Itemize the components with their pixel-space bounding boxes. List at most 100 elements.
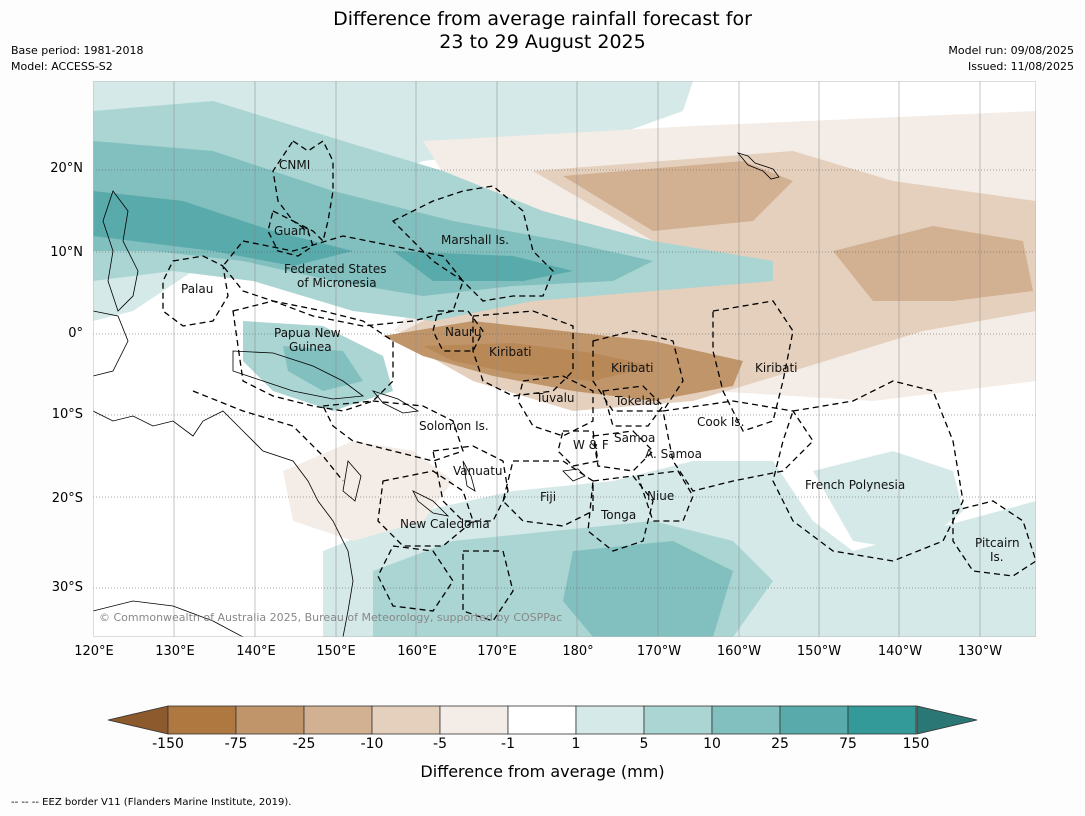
colorbar [107, 705, 978, 735]
lat-label: 30°S [51, 580, 83, 595]
map-frame [93, 81, 1036, 637]
dry-region-east-dark [563, 161, 793, 231]
dry-region-hawaii-east [833, 226, 1033, 301]
coastline-vanuatu [462, 460, 476, 492]
colorbar-tick: -150 [152, 736, 184, 752]
colorbar-bin [507, 705, 577, 735]
eez-tuvalu [517, 375, 594, 437]
title-line-1: Difference from average rainfall forecas… [333, 8, 752, 30]
lon-label: 130°E [155, 644, 195, 659]
lat-label: 20°N [50, 161, 83, 176]
colorbar-tick: 5 [639, 736, 649, 752]
label-marshall-islands: Marshall Is. [441, 233, 509, 247]
coastlines [93, 152, 780, 637]
eez-norfolk [377, 545, 454, 612]
colorbar-bin [575, 705, 645, 735]
colorbar-tick: -25 [292, 736, 316, 752]
lon-label: 170°W [636, 644, 682, 659]
colorbar-tick: -5 [433, 736, 447, 752]
eez-samoa [592, 430, 654, 472]
copyright-notice: © Commonwealth of Australia 2025, Bureau… [99, 611, 562, 624]
eez-kermadec [462, 550, 514, 622]
coastline-new-zealand-north [342, 460, 362, 502]
eez-french-polynesia [772, 380, 964, 562]
colorbar-tick: 150 [902, 736, 930, 752]
wet-region-png-core [283, 346, 363, 391]
eez-png [232, 300, 394, 412]
label-new-caledonia: New Caledonia [400, 517, 490, 531]
label-cook-islands: Cook Is. [697, 415, 744, 429]
label-tokelau: Tokelau [614, 394, 660, 408]
coastline-australia [93, 410, 354, 637]
colorbar-tick: -1 [501, 736, 515, 752]
place-labels: CNMI Guam Marshall Is. Federated States … [99, 158, 1020, 624]
graticule [93, 169, 1036, 589]
coastline-south-land [93, 600, 244, 637]
label-fsm-line2: of Micronesia [297, 276, 377, 290]
coastline-philippines [102, 190, 139, 312]
label-palau: Palau [181, 282, 213, 296]
coastline-fiji [562, 468, 586, 482]
lat-label: 10°S [51, 407, 83, 422]
label-pitcairn-line2: Is. [990, 550, 1004, 564]
colorbar-bin [167, 705, 237, 735]
colorbar-tick: 75 [839, 736, 857, 752]
label-wallis-futuna: W & F [573, 438, 609, 452]
colorbar-bin [847, 705, 917, 735]
coastline-hawaii [736, 152, 780, 180]
label-kiribati-west: Kiribati [489, 345, 531, 359]
label-tuvalu: Tuvalu [535, 391, 575, 405]
eez-wf [557, 430, 599, 467]
eez-footnote: -- -- -- EEZ border V11 (Flanders Marine… [11, 797, 292, 808]
lon-label: 170°E [477, 644, 517, 659]
eez-vanuatu [432, 445, 509, 522]
coastline-solomons [371, 390, 420, 414]
label-nauru: Nauru [445, 325, 481, 339]
label-guam: Guam [274, 224, 310, 238]
title-line-2: 23 to 29 August 2025 [439, 31, 646, 53]
eez-australia-east [192, 390, 344, 482]
lon-label: 150°E [316, 644, 356, 659]
label-american-samoa: A. Samoa [645, 447, 702, 461]
colorbar-extend-low [107, 705, 169, 735]
colorbar-extend-high [916, 705, 978, 735]
eez-palau [162, 255, 229, 327]
eez-fsm [222, 235, 464, 327]
label-fiji: Fiji [540, 490, 556, 504]
eez-marshall [391, 185, 554, 302]
meridians [173, 81, 981, 637]
eez-kiribati-phoenix [592, 330, 684, 412]
eez-pitcairn [952, 500, 1036, 577]
eez-kiribati-line [712, 300, 794, 432]
eez-tokelau [602, 385, 664, 427]
base-period-text: Base period: 1981-2018 [11, 44, 144, 57]
lon-label: 150°W [796, 644, 842, 659]
lon-label: 180° [562, 644, 594, 659]
eez-tonga [587, 475, 654, 552]
colorbar-label: Difference from average (mm) [420, 762, 665, 781]
coastline-borneo [93, 310, 129, 377]
label-kiribati-east: Kiribati [755, 361, 797, 375]
wet-region-west-core [93, 191, 353, 266]
colorbar-tick: -10 [360, 736, 384, 752]
label-png-line2: Guinea [289, 340, 332, 354]
model-text: Model: ACCESS-S2 [11, 60, 113, 73]
lon-label: 160°E [397, 644, 437, 659]
label-tonga: Tonga [600, 508, 636, 522]
wet-region-fp [813, 451, 963, 551]
lat-label: 20°S [51, 491, 83, 506]
label-cnmi: CNMI [279, 158, 310, 172]
label-vanuatu: Vanuatu [453, 464, 503, 478]
issued-text: Issued: 11/08/2025 [967, 60, 1074, 73]
colorbar-bin [371, 705, 441, 735]
colorbar-bin [235, 705, 305, 735]
colorbar-bin [643, 705, 713, 735]
colorbar-tick: 10 [703, 736, 721, 752]
rainfall-map: CNMI Guam Marshall Is. Federated States … [93, 81, 1036, 637]
eez-niue [637, 470, 694, 522]
lon-label: 130°W [957, 644, 1003, 659]
lon-label: 140°W [877, 644, 923, 659]
wet-region-south-strong [563, 541, 733, 637]
eez-cook [662, 400, 814, 492]
eez-solomon [321, 400, 464, 462]
